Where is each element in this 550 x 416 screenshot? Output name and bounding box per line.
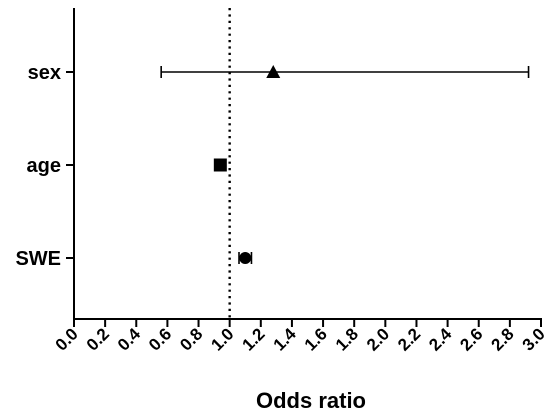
y-category-label: sex [28,62,61,84]
point-age [213,158,227,172]
y-category-label: age [27,155,61,177]
x-tick-label: 2.8 [488,324,518,354]
x-tick-label: 1.4 [270,324,301,355]
x-tick-label: 0.0 [52,324,82,354]
x-tick-label: 1.6 [301,324,331,354]
x-tick-label: 3.0 [519,324,549,354]
x-axis-title: Odds ratio [256,388,366,413]
y-category-label: SWE [15,248,61,270]
x-tick-label: 2.6 [456,324,486,354]
x-tick-label: 1.2 [238,324,268,354]
x-tick-label: 0.4 [114,324,145,355]
x-tick-label: 2.4 [425,324,456,355]
x-tick-label: 0.8 [176,324,206,354]
x-tick-label: 2.2 [394,324,424,354]
x-tick-label: 0.6 [145,324,175,354]
x-tick-label: 1.8 [332,324,362,354]
point-swe [239,252,252,264]
x-tick-label: 0.2 [83,324,113,354]
x-tick-label: 2.0 [363,324,393,354]
x-tick-label: 1.0 [207,324,237,354]
axes: 0.0 0.2 0.4 0.6 0.8 1.0 1.2 1.4 1.6 1.8 2.0 2.2 2.4 2… [15,8,549,355]
plot-marks [160,65,530,264]
point-sex [266,65,281,78]
